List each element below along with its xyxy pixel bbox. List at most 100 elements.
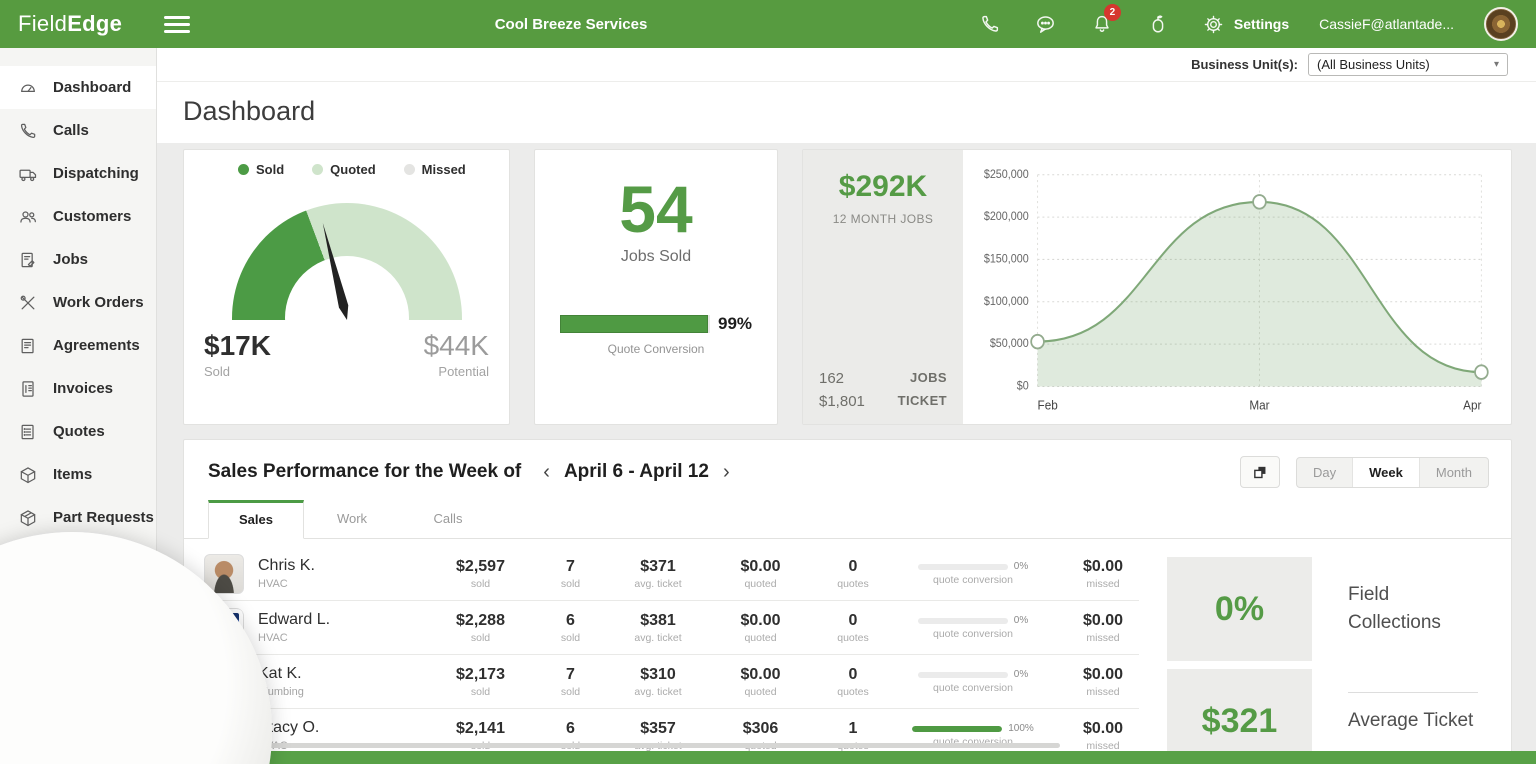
potential-value: $44K bbox=[423, 330, 489, 361]
quoted-amount: $0.00 bbox=[740, 665, 781, 683]
field-collections-value: 0% bbox=[1214, 589, 1265, 628]
reminder-icon[interactable] bbox=[1145, 11, 1171, 37]
sidebar-item-jobs[interactable]: Jobs bbox=[0, 238, 156, 281]
caption: quote conversion bbox=[933, 574, 1013, 586]
caption: missed bbox=[1086, 685, 1120, 698]
quotes-count: 0 bbox=[848, 611, 858, 629]
chat-icon[interactable] bbox=[1033, 11, 1059, 37]
horizontal-scrollbar[interactable] bbox=[265, 743, 1060, 748]
sold-amount: $2,597 bbox=[456, 557, 505, 575]
caption: quotes bbox=[837, 685, 869, 698]
gauge-potential-stat: $44K Potential bbox=[424, 330, 489, 379]
view-week-button[interactable]: Week bbox=[1352, 457, 1420, 487]
gauge-legend: Sold Quoted Missed bbox=[202, 162, 491, 177]
row-conversion-bar bbox=[917, 617, 1008, 624]
missed-amount: $0.00 bbox=[1082, 557, 1124, 575]
sales-tabs: Sales Work Calls bbox=[184, 500, 1511, 539]
user-email[interactable]: CassieF@atlantade... bbox=[1319, 16, 1454, 32]
business-unit-select[interactable]: (All Business Units) ▾ bbox=[1308, 53, 1508, 76]
sold-amount: $2,173 bbox=[456, 665, 505, 683]
view-month-button[interactable]: Month bbox=[1435, 464, 1472, 480]
sidebar-item-work-orders[interactable]: Work Orders bbox=[0, 281, 156, 324]
sidebar-item-dispatching[interactable]: Dispatching bbox=[0, 152, 156, 195]
caption: missed bbox=[1086, 577, 1120, 590]
prev-week-button[interactable]: ‹ bbox=[543, 461, 550, 483]
caption: quoted bbox=[744, 577, 777, 590]
row-conversion-pct: 0% bbox=[1013, 615, 1029, 626]
view-day-button[interactable]: Day bbox=[1313, 464, 1337, 480]
caption: missed bbox=[1086, 631, 1120, 644]
gauge-icon bbox=[21, 83, 35, 92]
sold-count: 7 bbox=[566, 665, 575, 683]
legend-label: Quoted bbox=[330, 162, 376, 177]
gear-icon bbox=[1201, 11, 1227, 37]
tech-name: Stacy O. bbox=[258, 719, 320, 736]
tab-sales[interactable]: Sales bbox=[208, 500, 304, 539]
quote-document-icon bbox=[21, 424, 34, 439]
jobs-sold-count: 54 bbox=[619, 172, 693, 246]
table-row: Edward L. HVAC $2,288 sold 6 sold $381 avg.… bbox=[200, 601, 1139, 655]
avg-ticket: $371 bbox=[640, 557, 676, 575]
sidebar-item-label: Customers bbox=[53, 208, 132, 225]
quotes-count: 0 bbox=[848, 557, 858, 575]
gauge-sold-stat: $17K Sold bbox=[204, 330, 271, 379]
sidebar-item-calls[interactable]: Calls bbox=[0, 109, 156, 152]
fieldedge-logo[interactable]: FieldEdge bbox=[18, 11, 122, 37]
sidebar-item-agreements[interactable]: Agreements bbox=[0, 324, 156, 367]
chevron-down-icon: ▾ bbox=[1493, 59, 1499, 70]
jobs-sold-caption: Jobs Sold bbox=[620, 248, 692, 265]
sidebar-item-dashboard[interactable]: Dashboard bbox=[0, 66, 156, 109]
svg-text:$150,000: $150,000 bbox=[984, 253, 1029, 265]
sold-dot-icon bbox=[238, 164, 249, 175]
caption: sold bbox=[560, 685, 581, 698]
webcam-smudge bbox=[0, 583, 2, 699]
tech-name: Kat K. bbox=[258, 665, 302, 682]
tech-name: Chris K. bbox=[258, 557, 315, 574]
caption: quote conversion bbox=[933, 628, 1013, 640]
caption: quotes bbox=[837, 577, 869, 590]
agreement-document-icon bbox=[21, 338, 34, 353]
logo-field: Field bbox=[18, 11, 68, 36]
tab-calls[interactable]: Calls bbox=[433, 511, 463, 526]
jobs-count-value: 162 bbox=[819, 370, 845, 387]
hamburger-menu-icon[interactable] bbox=[164, 12, 191, 37]
avatar bbox=[204, 553, 244, 594]
settings-button[interactable]: Settings bbox=[1201, 11, 1289, 37]
quotes-count: 0 bbox=[848, 665, 858, 683]
svg-text:Mar: Mar bbox=[1249, 398, 1269, 412]
sales-gauge-chart bbox=[231, 203, 462, 380]
next-week-button[interactable]: › bbox=[722, 461, 730, 483]
bottom-green-bar bbox=[0, 751, 1536, 764]
tab-work[interactable]: Work bbox=[336, 511, 368, 526]
sidebar-item-items[interactable]: Items bbox=[0, 453, 156, 496]
average-ticket-value: $321 bbox=[1201, 701, 1278, 740]
expand-button[interactable] bbox=[1240, 456, 1280, 488]
phone-icon[interactable] bbox=[977, 11, 1003, 37]
company-name: Cool Breeze Services bbox=[494, 15, 648, 33]
sidebar-item-part-requests[interactable]: Part Requests bbox=[0, 496, 156, 539]
user-avatar[interactable] bbox=[1484, 7, 1518, 41]
caption: sold bbox=[560, 577, 581, 590]
tech-trade: HVAC bbox=[258, 578, 288, 590]
bell-icon[interactable]: 2 bbox=[1089, 4, 1121, 37]
twelve-month-value: $292K bbox=[838, 170, 928, 203]
top-header: FieldEdge Cool Breeze Services 2 Setting… bbox=[0, 0, 1536, 48]
box-icon bbox=[20, 466, 36, 483]
box-icon bbox=[20, 509, 36, 526]
quote-conversion-bar bbox=[559, 315, 710, 333]
sidebar-item-label: Quotes bbox=[53, 423, 105, 440]
field-collections-label: Field Collections bbox=[1348, 583, 1441, 634]
sold-count: 6 bbox=[566, 719, 575, 737]
caption: sold bbox=[470, 577, 491, 590]
twelve-month-stats-panel: $292K 12 MONTH JOBS 162 JOBS $1,801 TICK… bbox=[803, 150, 963, 424]
jobs-trend-area-chart: $0 $50,000 $100,000 $150,000 $200,000 $250,00… bbox=[963, 150, 1511, 424]
field-collections-stat: 0% Field Collections bbox=[1167, 557, 1489, 661]
sidebar-item-customers[interactable]: Customers bbox=[0, 195, 156, 238]
sidebar-item-invoices[interactable]: Invoices bbox=[0, 367, 156, 410]
caption: quoted bbox=[744, 631, 777, 644]
row-conversion-bar bbox=[917, 563, 1008, 570]
phone-icon bbox=[20, 123, 36, 138]
content-header: Business Unit(s): (All Business Units) ▾… bbox=[157, 48, 1536, 143]
sidebar-item-quotes[interactable]: Quotes bbox=[0, 410, 156, 453]
caption: avg. ticket bbox=[634, 685, 682, 698]
